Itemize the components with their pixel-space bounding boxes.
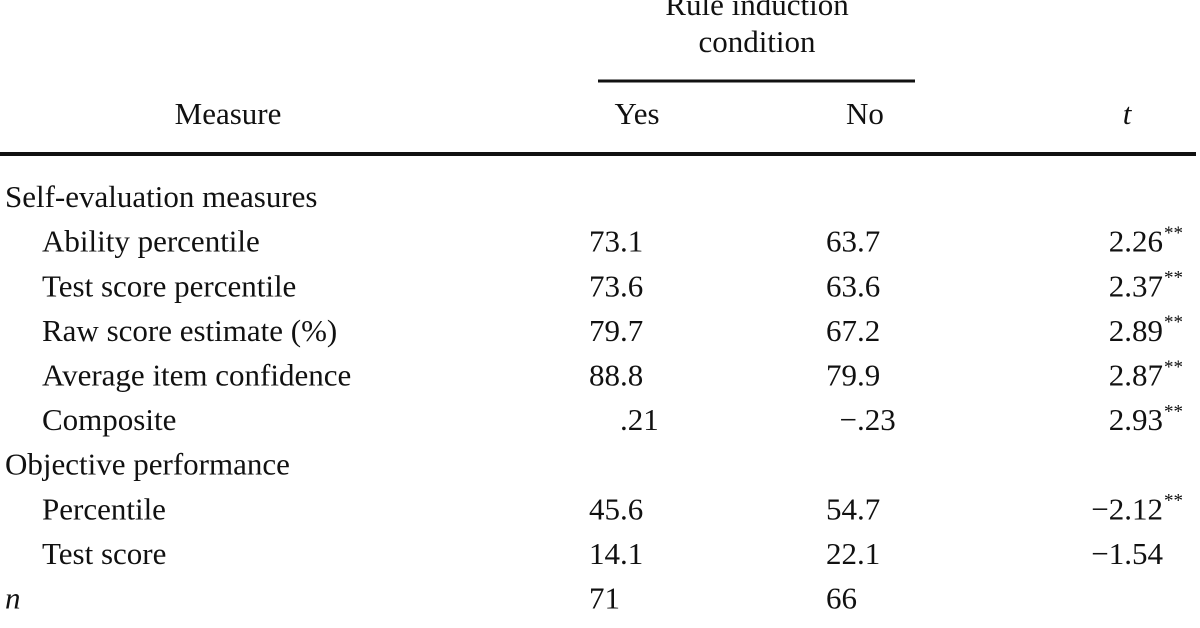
cell: 45.6 xyxy=(589,491,643,526)
cell: 2.26 xyxy=(1109,224,1163,259)
cell: 14.1 xyxy=(589,536,643,571)
group-header: Rule induction xyxy=(665,0,849,22)
cell: −1.54 xyxy=(1091,536,1163,571)
group-header: condition xyxy=(698,24,816,59)
section-label: Objective performance xyxy=(5,447,290,482)
row-label: n xyxy=(5,581,21,616)
row-label: Test score xyxy=(42,536,166,571)
row-label: Ability percentile xyxy=(42,224,260,259)
cell: 63.6 xyxy=(826,268,880,303)
cell: 2.89 xyxy=(1109,313,1163,348)
cell: 73.1 xyxy=(589,224,643,259)
row-label: Composite xyxy=(42,402,176,437)
cell: 2.37 xyxy=(1109,268,1163,303)
row-label: Average item confidence xyxy=(42,358,351,393)
cell: 66 xyxy=(826,581,857,616)
cell: 2.87 xyxy=(1109,358,1163,393)
cell: 54.7 xyxy=(826,491,880,526)
cell: 79.9 xyxy=(826,358,880,393)
cell: 22.1 xyxy=(826,536,880,571)
significance: ** xyxy=(1164,223,1183,244)
cell: −.23 xyxy=(840,402,896,437)
significance: ** xyxy=(1164,401,1183,422)
cell: −2.12 xyxy=(1091,491,1163,526)
cell: 67.2 xyxy=(826,313,880,348)
cell: 73.6 xyxy=(589,268,643,303)
cell: 79.7 xyxy=(589,313,643,348)
cell: 71 xyxy=(589,581,620,616)
row-label: Test score percentile xyxy=(42,268,296,303)
significance: ** xyxy=(1164,268,1183,289)
column-header: t xyxy=(1123,96,1133,131)
section-label: Self-evaluation measures xyxy=(5,179,317,214)
significance: ** xyxy=(1164,491,1183,512)
cell: 88.8 xyxy=(589,358,643,393)
cell: 2.93 xyxy=(1109,402,1163,437)
row-label: Percentile xyxy=(42,491,166,526)
column-header: Measure xyxy=(175,96,282,131)
significance: ** xyxy=(1164,357,1183,378)
cell: .21 xyxy=(620,402,659,437)
row-label: Raw score estimate (%) xyxy=(42,313,337,348)
column-header: No xyxy=(846,96,884,131)
column-header: Yes xyxy=(614,96,659,131)
cell: 63.7 xyxy=(826,224,880,259)
significance: ** xyxy=(1164,312,1183,333)
